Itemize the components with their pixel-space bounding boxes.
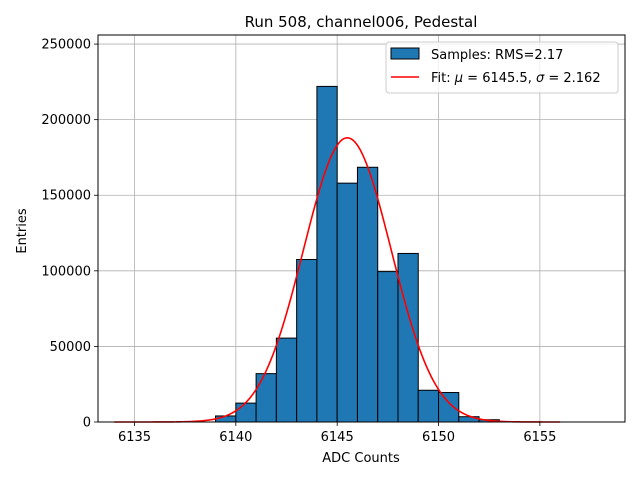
histogram-bar bbox=[439, 393, 459, 422]
legend-fit-prefix: Fit: bbox=[431, 71, 455, 86]
histogram-bar bbox=[236, 403, 256, 422]
x-tick-label: 6155 bbox=[523, 430, 556, 445]
histogram-bar bbox=[297, 259, 317, 422]
legend: Samples: RMS=2.17 Fit: μ = 6145.5, σ = 2… bbox=[386, 42, 618, 93]
legend-fit-label: Fit: μ = 6145.5, σ = 2.162 bbox=[431, 71, 601, 86]
y-tick-label: 150000 bbox=[41, 189, 91, 204]
histogram-bar bbox=[317, 86, 337, 422]
histogram-bar bbox=[418, 390, 438, 422]
x-axis-title: ADC Counts bbox=[322, 451, 400, 466]
histogram-bar bbox=[256, 374, 276, 422]
histogram-bar bbox=[378, 272, 398, 422]
y-tick-label: 250000 bbox=[41, 38, 91, 53]
legend-histogram-label: Samples: RMS=2.17 bbox=[431, 48, 563, 63]
legend-fit-mu-symbol: μ bbox=[454, 71, 463, 86]
x-tick-label: 6135 bbox=[118, 430, 151, 445]
x-tick-label: 6150 bbox=[422, 430, 455, 445]
histogram-bar bbox=[337, 183, 357, 422]
x-tick-label: 6140 bbox=[219, 430, 252, 445]
y-tick-label: 0 bbox=[83, 416, 91, 431]
x-tick-label: 6145 bbox=[321, 430, 354, 445]
legend-fit-mu-text: = 6145.5, bbox=[463, 71, 536, 86]
legend-fit-sigma-text: = 2.162 bbox=[544, 71, 600, 86]
y-tick-label: 50000 bbox=[50, 340, 91, 355]
legend-histogram-swatch bbox=[391, 48, 419, 59]
y-tick-label: 100000 bbox=[41, 264, 91, 279]
y-tick-label: 200000 bbox=[41, 113, 91, 128]
histogram-bar bbox=[357, 167, 377, 422]
histogram-bar bbox=[276, 338, 296, 422]
chart-title: Run 508, channel006, Pedestal bbox=[245, 13, 478, 31]
y-axis-title: Entries bbox=[15, 208, 30, 254]
